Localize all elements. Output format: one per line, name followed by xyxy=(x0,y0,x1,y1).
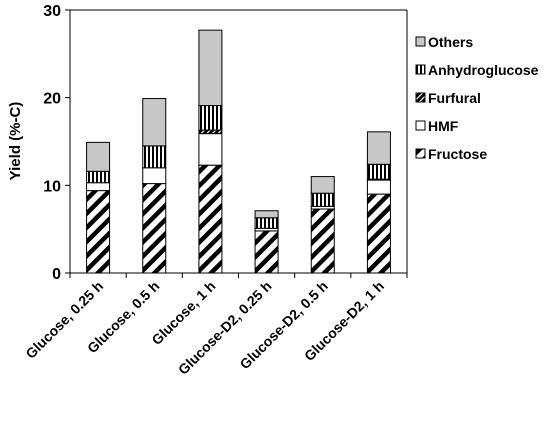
legend-label-others: Others xyxy=(428,34,473,50)
bar-segment-others-6 xyxy=(366,131,391,165)
legend-swatch-anhydroglucose xyxy=(415,64,426,75)
legend-label-fructose: Fructose xyxy=(428,146,487,162)
y-tick-label: 0 xyxy=(52,266,61,283)
bar-segment-hmf-3 xyxy=(198,133,223,166)
bar-segment-others-4 xyxy=(254,210,279,219)
bar-segment-others-5 xyxy=(310,176,335,194)
legend-label-furfural: Furfural xyxy=(428,90,481,106)
legend-swatch-fructose xyxy=(415,148,426,159)
bar-segment-others-2 xyxy=(142,98,167,147)
legend-swatch-furfural xyxy=(415,92,426,103)
bar-segment-anhydroglucose-4 xyxy=(254,217,279,229)
bar-segment-anhydroglucose-3 xyxy=(198,105,223,131)
bar-segment-fructose-1 xyxy=(86,190,111,274)
legend-label-hmf: HMF xyxy=(428,118,459,134)
legend-label-anhydroglucose: Anhydroglucose xyxy=(428,62,539,78)
y-tick-label: 30 xyxy=(43,3,61,20)
y-tick-label: 20 xyxy=(43,91,61,108)
bar-segment-furfural-3 xyxy=(198,129,223,135)
bar-segment-others-1 xyxy=(86,141,111,172)
legend-swatch-hmf xyxy=(415,120,426,131)
bar-segment-hmf-2 xyxy=(142,167,167,185)
bar-segment-others-3 xyxy=(198,29,223,107)
bar-segment-fructose-6 xyxy=(366,193,391,274)
bar-segment-anhydroglucose-2 xyxy=(142,145,167,169)
bar-segment-fructose-4 xyxy=(254,230,279,274)
y-tick-label: 10 xyxy=(43,178,61,195)
bar-segment-anhydroglucose-1 xyxy=(86,170,111,184)
bar-segment-hmf-1 xyxy=(86,182,111,192)
bar-segment-fructose-2 xyxy=(142,183,167,274)
bar-segment-fructose-5 xyxy=(310,208,335,274)
y-axis-label: Yield (%-C) xyxy=(7,102,24,181)
x-tick-label: Glucose-D2, 0.25 h xyxy=(175,278,275,378)
bar-segment-fructose-3 xyxy=(198,164,223,274)
bar-segment-hmf-6 xyxy=(366,179,391,195)
legend-swatch-others xyxy=(415,36,426,47)
bar-segment-anhydroglucose-5 xyxy=(310,192,335,207)
bar-segment-anhydroglucose-6 xyxy=(366,163,391,180)
